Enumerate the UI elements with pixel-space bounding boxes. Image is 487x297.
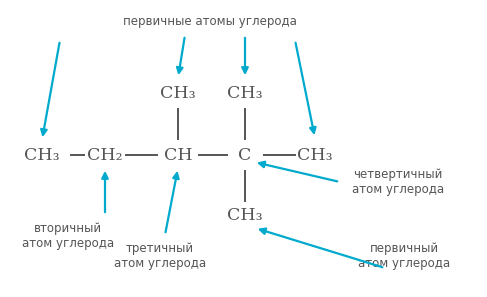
Text: вторичный
атом углерода: вторичный атом углерода	[22, 222, 114, 250]
Text: CH₃: CH₃	[227, 206, 263, 224]
Text: CH₃: CH₃	[24, 146, 60, 164]
Text: CH₃: CH₃	[227, 85, 263, 102]
Text: CH₃: CH₃	[160, 85, 196, 102]
Text: CH: CH	[164, 146, 192, 164]
Text: первичные атомы углерода: первичные атомы углерода	[123, 15, 297, 28]
Text: первичный
атом углерода: первичный атом углерода	[358, 242, 450, 270]
Text: CH₃: CH₃	[297, 146, 333, 164]
Text: четвертичный
атом углерода: четвертичный атом углерода	[352, 168, 444, 196]
Text: CH₂: CH₂	[87, 146, 123, 164]
Text: C: C	[238, 146, 252, 164]
Text: третичный
атом углерода: третичный атом углерода	[114, 242, 206, 270]
